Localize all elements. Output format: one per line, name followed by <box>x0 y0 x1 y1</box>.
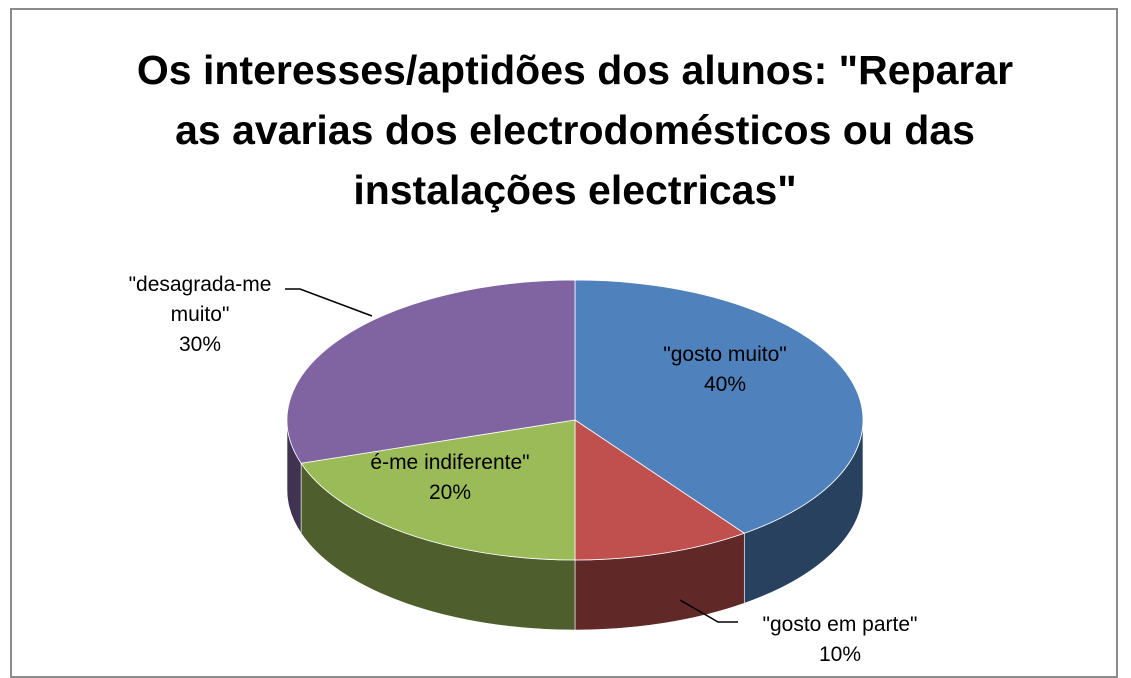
label-value: 20% <box>428 481 472 504</box>
data-label: "gosto muito" 40% <box>640 340 810 400</box>
data-label: "gosto em parte" 10% <box>720 610 960 670</box>
slice <box>574 279 864 534</box>
label-category: é-me indiferente" <box>370 451 530 474</box>
label-value: 10% <box>818 643 862 666</box>
data-label: é-me indiferente" 20% <box>300 448 600 508</box>
slice <box>286 279 576 464</box>
slice <box>574 419 746 561</box>
chart-title: Os interesses/aptidões dos alunos: "Repa… <box>136 47 1014 213</box>
leader-line <box>679 599 738 623</box>
label-value: 40% <box>703 373 747 396</box>
label-category: "desagrada-me muito" <box>128 273 272 326</box>
label-category: "gosto muito" <box>663 343 787 366</box>
label-value: 30% <box>178 333 222 356</box>
leader-line <box>285 288 373 317</box>
slice <box>300 419 576 561</box>
data-label: "desagrada-me muito" 30% <box>100 270 300 360</box>
label-category: "gosto em parte" <box>762 613 918 636</box>
